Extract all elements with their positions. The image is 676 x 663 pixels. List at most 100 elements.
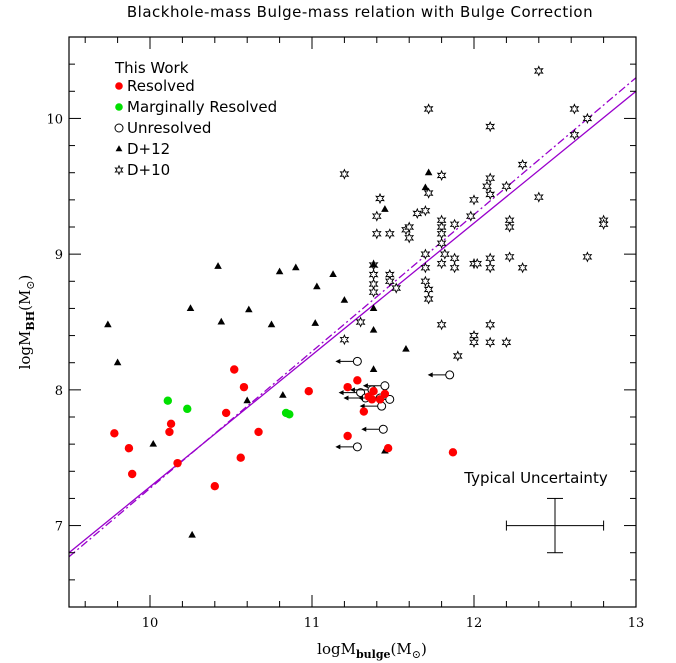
data-point-resolved [124,444,134,453]
data-point-d-10 [404,221,415,233]
data-point-d-10 [485,120,496,133]
y-label-close: ) [16,275,34,281]
sun-symbol-y-icon: ⊙ [24,280,37,289]
data-point-d-12 [275,267,284,275]
series-marginally-resolved [163,396,294,419]
data-point-d-10 [501,336,512,349]
x-tick-label: 10 [142,616,159,631]
data-point-d-12 [104,320,112,328]
fit-line-dash-dot [69,77,636,558]
data-point-d-10 [482,180,492,192]
arrow-left-icon [335,358,341,364]
data-point-d-12 [369,325,378,333]
data-point-d-12 [217,317,226,325]
legend-label: D+12 [127,140,170,158]
data-point-d-10 [436,319,447,331]
data-point-d-10 [598,218,609,230]
arrow-left-icon [335,444,341,450]
x-tick-label: 13 [628,616,645,631]
arrow-left-icon [338,390,344,396]
y-label-unit: (M [16,290,34,311]
data-point-d-10 [517,158,528,171]
legend-marker [115,145,123,152]
data-point-d-10 [533,65,544,77]
data-point-d-10 [569,129,580,141]
x-label-unit: (M [391,640,412,658]
data-point-d-10 [504,221,515,233]
legend: This Work Resolved Marginally Resolved Unr… [114,59,277,179]
data-point-d-10 [439,248,450,260]
series-resolved [110,365,458,491]
data-point-d-10 [436,257,447,270]
data-point-unresolved [362,381,390,391]
data-point-d-10 [449,218,460,230]
data-point-d-10 [517,262,528,274]
data-point-d-10 [368,286,379,298]
legend-marker [114,123,124,133]
data-point-d-12 [113,358,122,366]
data-point-d-12 [214,262,222,269]
series-d-12 [104,168,433,538]
legend-marker [115,103,123,111]
data-point-d-10 [391,282,402,294]
data-point-d-10 [469,194,479,206]
legend-title: This Work [114,59,189,77]
legend-item: D+12 [115,140,170,158]
x-label-close: ) [421,640,427,658]
data-point-resolved [230,365,239,374]
data-point-d-10 [485,188,496,201]
data-point-marginally-resolved [285,410,294,419]
data-point-d-10 [465,210,476,222]
data-point-d-10 [404,232,415,244]
y-tick-label: 10 [46,112,63,127]
x-tick-label: 12 [466,616,483,631]
arrow-left-icon [362,383,368,389]
open-circle-marker [378,424,388,434]
data-point-d-10 [504,251,515,263]
data-point-marginally-resolved [163,396,173,405]
data-point-unresolved [335,442,362,452]
y-label-main: logM [16,331,34,370]
series-d-10 [339,65,609,362]
data-point-d-10 [420,248,431,260]
open-circle-marker [380,381,390,391]
axis-tick-labels: 10 11 12 13 7 8 9 10 [46,112,644,631]
chart-title: Blackhole-mass Bulge-mass relation with … [127,3,593,21]
data-point-d-12 [186,304,195,311]
data-point-resolved [375,395,385,404]
legend-label: Resolved [127,77,195,95]
data-point-unresolved [335,356,362,366]
axis-ticks [69,36,637,608]
legend-label: Marginally Resolved [127,98,277,116]
legend-item: D+10 [114,161,170,179]
data-point-resolved [239,382,249,392]
data-point-d-12 [292,263,300,271]
x-label-sub: bulge [356,648,391,661]
data-point-d-10 [485,172,496,184]
data-point-d-12 [149,439,158,447]
data-point-d-10 [436,237,447,249]
data-point-d-12 [369,304,378,311]
x-tick-label: 11 [304,616,321,631]
data-point-d-10 [582,251,593,263]
data-point-d-10 [420,205,431,217]
x-label-main: logM [317,640,356,658]
fit-lines [69,77,636,558]
data-point-unresolved [427,370,455,380]
data-point-d-12 [329,270,337,278]
data-point-d-10 [375,192,385,205]
data-point-resolved [166,419,176,428]
data-point-resolved [304,387,313,396]
data-point-d-12 [267,320,276,328]
x-axis-label: logMbulge(M⊙) [317,640,427,661]
legend-item: Resolved [115,77,195,95]
data-point-unresolved [361,424,388,434]
arrow-left-icon [349,387,355,393]
data-point-d-12 [424,168,433,176]
y-tick-label: 8 [55,384,63,399]
legend-item: Marginally Resolved [115,98,277,116]
data-point-d-10 [582,112,593,125]
data-point-d-12 [245,305,253,313]
